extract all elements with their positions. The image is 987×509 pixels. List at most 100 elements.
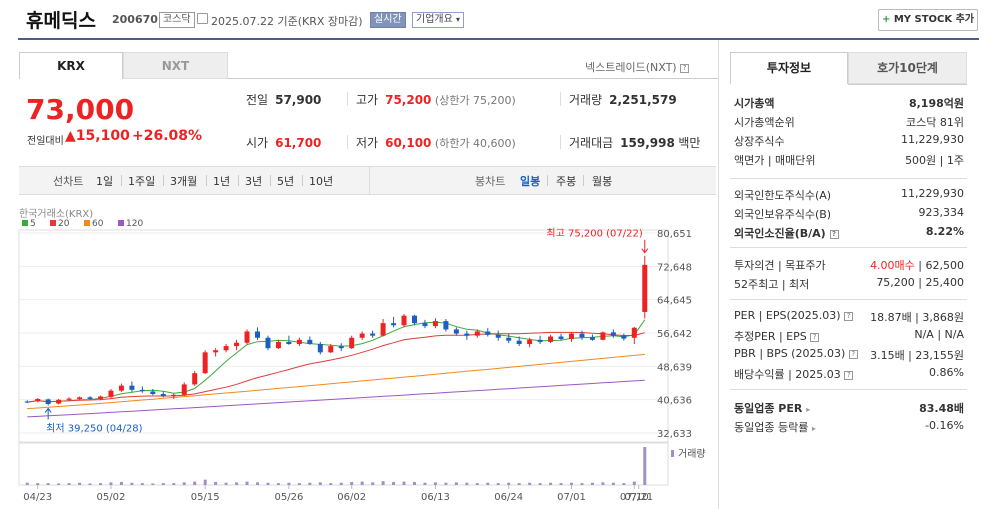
period-1w[interactable]: 1주일 <box>128 175 156 188</box>
period-monthly[interactable]: 월봉 <box>592 175 613 188</box>
volume-bar <box>140 483 144 485</box>
candle-body <box>527 339 533 345</box>
volume-bar <box>339 482 343 485</box>
volume-bar <box>350 481 354 485</box>
help-icon[interactable]: ? <box>829 229 839 239</box>
high-price: 고가 75,200 (상한가 75,200) <box>356 93 516 107</box>
legend-label: 60 <box>92 219 104 229</box>
help-icon[interactable]: ? <box>844 370 854 380</box>
volume-bar <box>643 447 647 485</box>
volume-bar <box>413 481 416 485</box>
volume-bar <box>182 482 186 485</box>
candle-body <box>579 333 585 338</box>
volume-bar <box>465 482 469 485</box>
volume-bar <box>88 483 92 485</box>
volume-bar <box>329 483 333 485</box>
candle-body <box>516 340 522 345</box>
candle-body <box>422 323 428 327</box>
realtime-button[interactable]: 실시간 <box>370 12 406 28</box>
volume-bar <box>36 483 40 485</box>
candle-body <box>35 398 41 402</box>
x-tick-label: 07/10 <box>620 492 649 503</box>
volume-legend-swatch <box>671 450 674 457</box>
candle-body <box>464 333 470 336</box>
volume-bar <box>632 481 636 485</box>
period-3m[interactable]: 3개월 <box>170 175 198 188</box>
chart-annotations: 최고 75,200 (07/22) 최저 39,250 (04/28) <box>44 228 649 434</box>
candle-body <box>610 332 616 336</box>
candle-body <box>98 396 103 399</box>
divider <box>547 175 548 186</box>
volume-bar <box>611 482 615 485</box>
chart-legend: 5 20 60 120 <box>22 219 143 229</box>
candle-body <box>474 331 480 336</box>
market-badge: 코스닥 <box>159 12 195 28</box>
candle-body <box>307 339 313 345</box>
candle-chart-button[interactable]: 봉차트 <box>475 175 506 188</box>
volume-bar <box>172 483 176 485</box>
y-tick-label: 72,648 <box>657 262 692 273</box>
tab-nxt[interactable]: NXT <box>123 52 228 79</box>
tab-order-book[interactable]: 호가10단계 <box>848 52 967 84</box>
volume-bar <box>235 482 239 485</box>
chevron-down-icon: ▾ <box>456 15 461 24</box>
candle-body <box>495 334 501 338</box>
current-price: 73,000 <box>26 93 135 126</box>
volume-bar <box>622 483 626 485</box>
tab-underline <box>228 78 718 79</box>
my-stock-button[interactable]: + MY STOCK 추가 <box>878 9 978 31</box>
legend-label: 20 <box>58 219 70 229</box>
divider <box>730 299 967 300</box>
tab-underline <box>848 84 967 85</box>
tab-invest-info[interactable]: 투자정보 <box>730 52 848 84</box>
candle-body <box>317 344 323 353</box>
line-chart-button[interactable]: 선차트 <box>53 175 84 188</box>
volume-bar <box>590 482 594 485</box>
change-percent: +26.08% <box>132 128 203 144</box>
volume-bar <box>570 482 573 485</box>
candle-body <box>45 399 51 404</box>
divider <box>206 175 207 186</box>
chart-grid <box>18 229 669 486</box>
volume-bar <box>392 481 396 485</box>
volume-bar <box>517 483 521 485</box>
period-weekly[interactable]: 주봉 <box>556 175 577 188</box>
candle-body <box>77 397 83 399</box>
help-icon: ? <box>680 63 690 73</box>
volume-bar <box>214 481 218 485</box>
period-1y[interactable]: 1년 <box>213 175 231 188</box>
tab-krx[interactable]: KRX <box>19 52 123 79</box>
company-info-select[interactable]: 기업개요 ▾ <box>412 12 464 28</box>
nxt-link[interactable]: 넥스트레이드(NXT) ? <box>585 59 690 75</box>
candle-body <box>275 341 281 349</box>
chart-source-label: 한국거래소(KRX) <box>19 208 93 220</box>
ma-line <box>27 331 645 403</box>
period-1d[interactable]: 1일 <box>96 175 114 188</box>
volume-bar <box>297 483 301 485</box>
high-arrow-icon <box>641 239 649 254</box>
stock-chart[interactable]: 한국거래소(KRX) 5 20 60 120 거래량 80,651 72,648 64,6… <box>0 200 718 509</box>
volume-bar <box>444 482 448 485</box>
candle-body <box>108 390 114 397</box>
divider <box>583 175 584 186</box>
period-10y[interactable]: 10년 <box>309 175 334 188</box>
candle-body <box>286 341 292 345</box>
candle-body <box>192 373 198 385</box>
divider <box>560 135 561 149</box>
legend-label: 120 <box>126 219 143 229</box>
divider <box>238 175 239 186</box>
period-3y[interactable]: 3년 <box>245 175 263 188</box>
stock-name: 휴메딕스 <box>26 10 96 32</box>
x-axis: 04/23 05/02 05/15 05/26 06/02 06/13 06/24 07/01… <box>23 485 653 503</box>
x-tick-label: 06/13 <box>421 492 450 503</box>
period-daily[interactable]: 일봉 <box>520 175 541 188</box>
help-icon[interactable]: ? <box>848 349 858 359</box>
volume-bar <box>496 483 500 485</box>
period-5y[interactable]: 5년 <box>277 175 295 188</box>
y-tick-label: 64,645 <box>657 296 692 307</box>
help-icon[interactable]: ? <box>844 311 854 321</box>
ma-line <box>27 379 645 418</box>
help-icon[interactable]: ? <box>810 332 820 342</box>
candle-body <box>589 337 595 340</box>
x-tick-label: 04/23 <box>23 492 52 503</box>
